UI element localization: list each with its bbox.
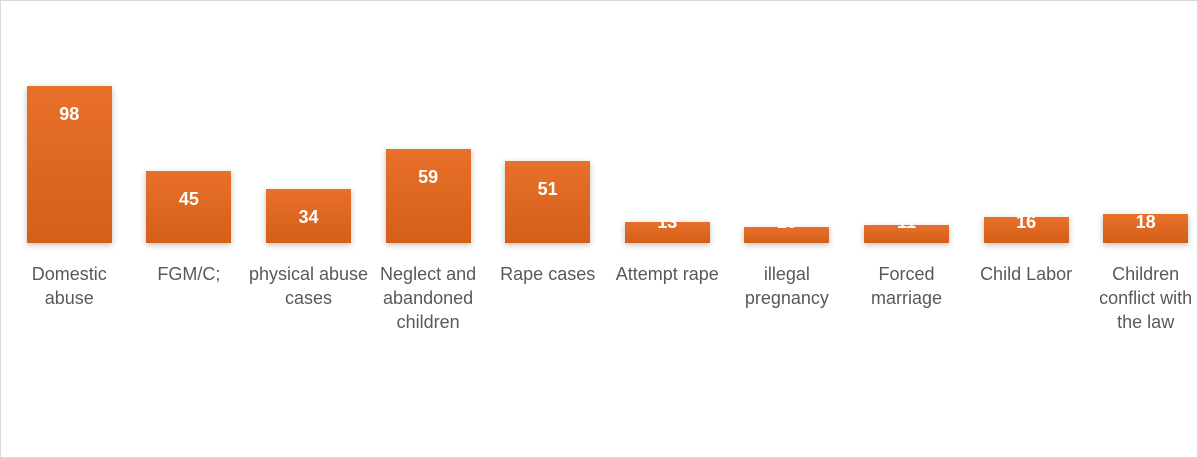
bar (266, 188, 351, 243)
bar (1103, 214, 1189, 243)
category-label: Children conflict with the law (1099, 264, 1193, 332)
value-label: 59 (418, 166, 439, 187)
category-label: Child Labor (980, 264, 1073, 284)
bar (744, 227, 830, 243)
value-label: 51 (537, 179, 558, 200)
bar (146, 171, 232, 243)
value-label: 10 (776, 212, 797, 232)
bar (505, 161, 591, 243)
category-label: Domestic abuse (31, 264, 107, 308)
value-label: 98 (59, 104, 80, 125)
value-label: 11 (896, 212, 917, 232)
bar (385, 148, 471, 243)
category-label: Rape cases (500, 264, 596, 284)
value-label: 45 (178, 189, 199, 209)
category-label: FGM/C; (157, 264, 221, 284)
bar (624, 222, 710, 243)
category-label: Attempt rape (615, 264, 719, 284)
bar (864, 225, 949, 243)
value-label: 34 (298, 206, 319, 227)
value-label: 16 (1016, 212, 1037, 232)
category-label: Forced marriage (870, 264, 942, 308)
category-label: Neglect and abandoned children (380, 264, 477, 332)
value-label: 18 (1135, 212, 1156, 232)
value-label: 13 (657, 212, 678, 232)
bar (26, 86, 112, 243)
category-label: illegal pregnancy (744, 264, 829, 308)
category-label: physical abuse cases (248, 264, 369, 308)
bar (983, 217, 1069, 243)
